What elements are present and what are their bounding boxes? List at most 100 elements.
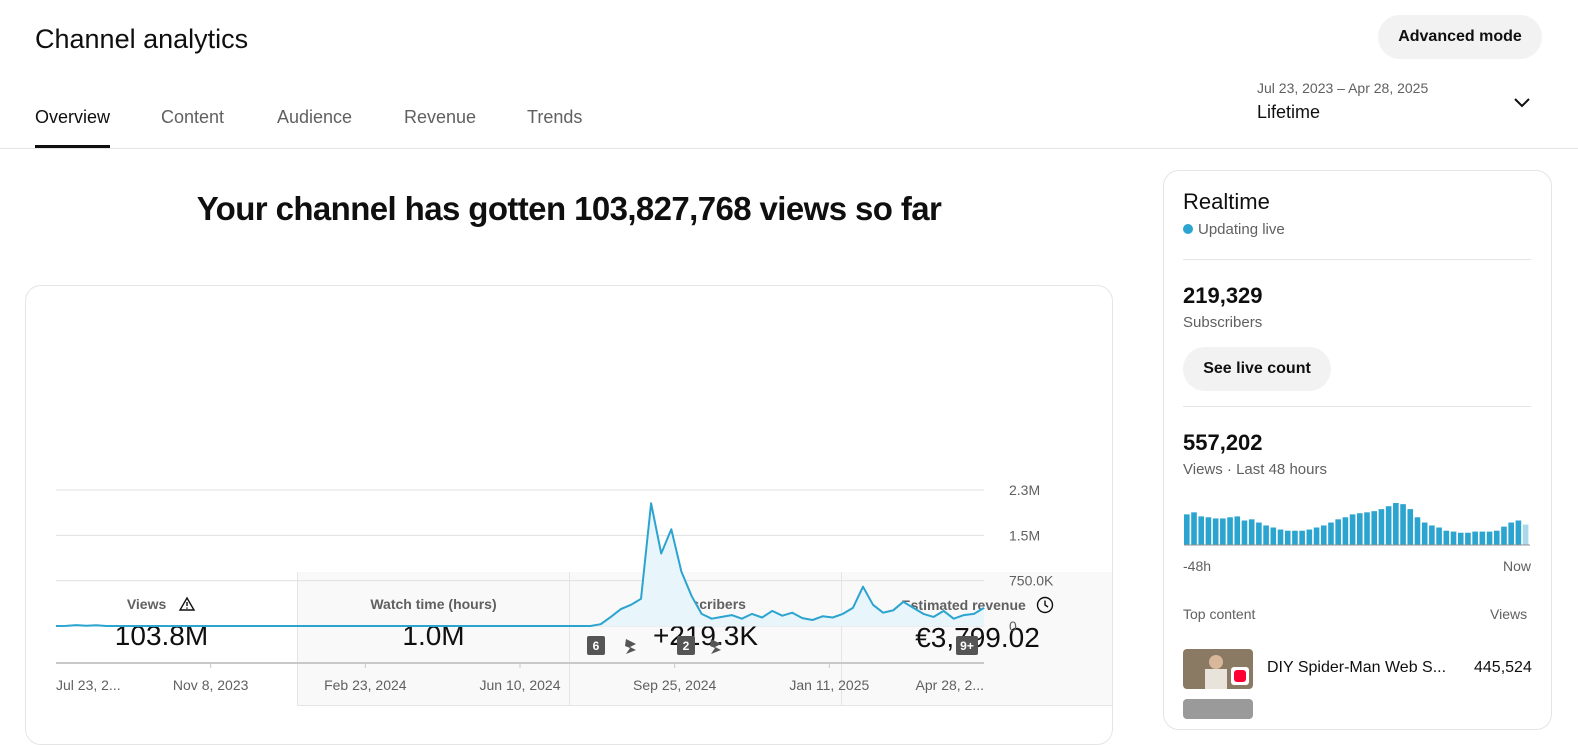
tab[interactable]: Content [161,107,225,127]
x-tick-label: Jul 23, 2... [56,677,121,693]
bar-start-label: -48h [1183,558,1211,574]
bar [1479,531,1486,545]
bar [1313,527,1320,545]
annotation-label: 2 [683,639,690,653]
views-label: Views · Last 48 hours [1183,461,1327,478]
bar [1184,514,1190,545]
bar [1320,525,1327,545]
line [55,502,985,627]
bar [1400,504,1406,545]
bar [1306,529,1313,545]
bar [1393,503,1399,545]
bar [1522,524,1529,545]
bar [1342,517,1349,545]
bar [1493,530,1500,545]
bar [1436,527,1442,545]
bar [1457,532,1464,545]
bar [1292,530,1298,545]
tab[interactable]: Trends [527,107,583,127]
dropdown-chevron[interactable] [1512,96,1532,110]
metric-card[interactable]: Watch time (hours) 1.0M [297,572,569,706]
thumbnail[interactable] [1183,649,1253,689]
bar [1241,520,1248,545]
x-tick-label: Jan 11, 2025 [789,677,869,693]
bar [1357,513,1363,545]
page: Channel analytics Advanced mode Overview… [0,15,1578,745]
bar [1205,517,1212,545]
live-status: Updating live [1198,221,1285,238]
metric-label: Watch time (hours) [370,596,497,612]
shorts-icon [625,639,636,654]
y-tick-label: 2.3M [1009,482,1040,498]
metric-card[interactable]: Views 103.8M [26,572,297,706]
annotation-badge [956,636,978,655]
content-title[interactable]: DIY Spider-Man Web S... [1267,659,1447,676]
bar [1378,509,1385,545]
bar [1263,525,1269,545]
date-range[interactable]: Jul 23, 2023 – Apr 28, 2025 [1257,80,1429,96]
bar [1385,506,1392,545]
tab[interactable]: Revenue [404,107,477,127]
subscriber-label: Subscribers [1183,314,1263,331]
advanced-mode-button[interactable]: Advanced mode [1378,15,1542,59]
bar [1270,527,1277,545]
divider [1183,259,1531,260]
bar [1465,532,1471,545]
bar [1248,519,1255,545]
subscriber-count: 219,329 [1183,283,1263,308]
bar [1429,525,1435,545]
bar [1227,517,1233,545]
bar [1443,530,1450,545]
x-tick-label: Feb 23, 2024 [324,677,407,693]
bar [1371,511,1378,545]
bar [1299,530,1305,545]
metric-label-text: Estimated revenue [901,597,1026,613]
top-content-metric: Views [1490,606,1528,622]
tab[interactable]: Audience [277,107,353,127]
bar [1450,531,1457,545]
metric-card[interactable]: Subscribers +219.3K [569,572,841,706]
bar [1191,512,1197,545]
bar [1277,529,1284,545]
headline: Your channel has gotten 103,827,768 view… [196,190,942,227]
tab-indicator [35,145,110,148]
bar [1515,520,1522,545]
y-tick-label: 0 [1009,618,1017,634]
x-tick-label: Nov 8, 2023 [173,677,249,693]
divider [1183,406,1531,407]
bar [1198,516,1205,545]
content-views: 445,524 [1474,659,1532,676]
bar [1256,522,1262,545]
bar [1501,526,1507,545]
x-tick-label: Apr 28, 2... [916,677,984,693]
area [56,503,984,626]
clock-icon [1036,596,1053,614]
date-range-label[interactable]: Lifetime [1257,102,1321,122]
metric-label: Views [26,596,297,612]
bar [1284,530,1291,545]
x-tick-label: Jun 10, 2024 [480,677,561,693]
realtime-title: Realtime [1183,189,1270,214]
chart-panel: Views 103.8M Watch time (hours) 1.0M Sub… [25,285,1113,745]
views-count: 557,202 [1183,430,1263,455]
live-count-button[interactable]: See live count [1183,347,1331,391]
tab[interactable]: Overview [35,107,111,127]
y-tick-label: 1.5M [1009,527,1040,543]
metric-label-text: Views [126,596,167,612]
bar [1421,522,1428,545]
bar [1328,522,1334,545]
live-dot [1183,224,1193,234]
bar [1364,512,1370,545]
shorts-icon [710,639,721,654]
top-content-title: Top content [1183,606,1256,622]
warning-icon [178,596,196,611]
bar-end-label: Now [1503,558,1532,574]
bar [1407,509,1414,545]
page-title: Channel analytics [35,24,249,54]
bar [1508,522,1514,545]
annotation-label: 6 [593,639,600,653]
x-tick-label: Sep 25, 2024 [633,677,717,693]
y-tick-label: 750.0K [1009,573,1054,589]
annotation-badge [677,636,695,655]
bar [1212,518,1219,545]
